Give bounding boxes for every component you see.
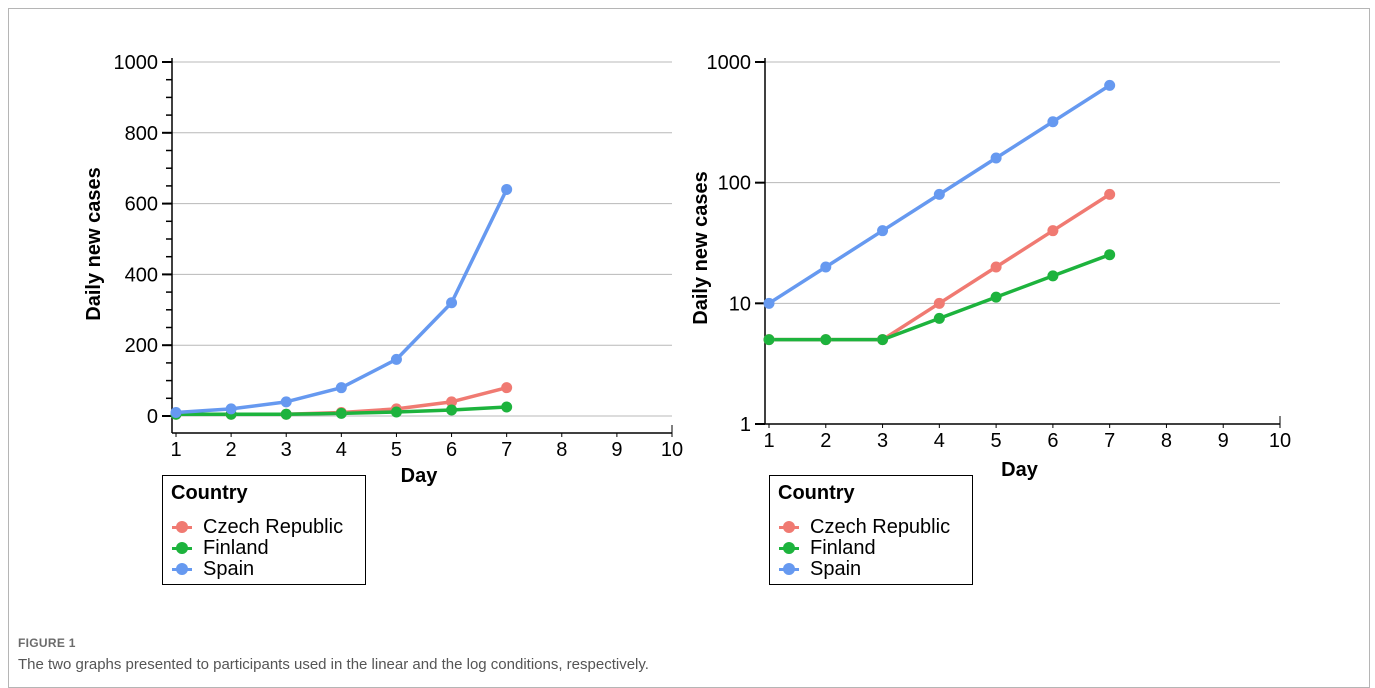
x-tick-label: 1 [170,439,181,461]
data-point-spain [990,152,1002,164]
legend-item-finland: Finland [778,537,876,559]
y-axis-label: Daily new cases [83,167,105,320]
x-tick-label: 7 [1104,430,1115,452]
legend-swatch-spain [778,558,800,580]
data-point-finland [877,334,889,346]
y-tick-label: 800 [125,123,158,145]
legend-swatch-spain [171,558,193,580]
data-point-czech-republic [501,382,513,394]
x-tick-label: 2 [226,439,237,461]
x-tick-label: 5 [391,439,402,461]
data-point-spain [335,382,347,394]
y-tick-label: 600 [125,194,158,216]
data-point-spain [933,188,945,200]
legend-item-czech-republic: Czech Republic [171,516,343,538]
data-point-czech-republic [446,396,458,408]
x-tick-label: 9 [611,439,622,461]
series-line-finland [769,253,1111,342]
legend-label: Czech Republic [203,515,344,538]
data-point-spain [877,225,889,237]
data-point-spain [501,183,513,195]
x-tick-label: 5 [991,430,1002,452]
legend-item-finland: Finland [171,537,269,559]
y-tick-label: 100 [718,173,751,195]
data-point-finland [280,408,292,420]
data-point-finland [933,312,945,324]
data-point-czech-republic [1104,188,1116,200]
legend-title: Country [778,482,855,504]
y-tick-label: 1000 [707,52,752,74]
data-point-finland [820,334,832,346]
figure-label: FIGURE 1 [18,636,76,650]
data-point-finland [446,404,458,416]
x-tick-label: 6 [1047,430,1058,452]
y-tick-label: 1000 [114,52,159,74]
data-point-czech-republic [1047,225,1059,237]
data-point-spain [170,406,182,418]
y-tick-label: 10 [729,293,751,315]
legend-item-czech-republic: Czech Republic [778,516,950,538]
legend-title: Country [171,482,248,504]
data-point-finland [390,406,402,418]
data-point-finland [763,334,775,346]
x-tick-label: 3 [877,430,888,452]
x-tick-label: 10 [1269,430,1291,452]
data-point-spain [446,297,458,309]
figure-caption: The two graphs presented to participants… [18,656,649,673]
x-axis-label: Day [1001,459,1039,481]
legend-item-spain: Spain [778,558,861,580]
data-point-finland [990,291,1002,303]
x-tick-label: 8 [1161,430,1172,452]
legend-swatch-czech-republic [171,516,193,538]
log-chart: 1 10 100 1000 1 2 3 4 5 6 7 8 9 10 Day Daily new cases [690,52,1291,481]
y-tick-label: 200 [125,335,158,357]
y-tick-label: 400 [125,264,158,286]
data-point-finland [501,401,513,413]
y-tick-label: 0 [147,406,158,428]
y-tick-label: 1 [740,414,751,436]
data-point-spain [820,261,832,273]
legend-swatch-finland [778,537,800,559]
legend-label: Czech Republic [810,515,951,538]
x-tick-label: 1 [763,430,774,452]
x-tick-label: 3 [281,439,292,461]
x-tick-label: 8 [556,439,567,461]
x-tick-label: 4 [336,439,347,461]
y-axis-label: Daily new cases [690,171,712,324]
legend-label: Finland [203,536,269,559]
data-point-czech-republic [933,297,945,309]
data-point-spain [1104,79,1116,91]
linear-chart: 0 200 400 600 800 1000 1 2 3 4 5 6 7 8 9 10 Day Daily new… [83,52,683,487]
data-point-czech-republic [990,261,1002,273]
data-point-spain [763,297,775,309]
x-axis-label: Day [401,465,439,487]
x-tick-label: 2 [820,430,831,452]
data-point-spain [280,396,292,408]
x-tick-label: 9 [1218,430,1229,452]
data-point-spain [390,353,402,365]
data-point-finland [1104,249,1116,261]
data-point-finland [1047,270,1059,282]
legend-swatch-czech-republic [778,516,800,538]
legend-linear: Country Czech Republic Finland Spain [162,475,366,585]
data-point-spain [225,403,237,415]
legend-label: Spain [203,557,255,580]
x-tick-label: 10 [661,439,683,461]
legend-label: Spain [810,557,862,580]
x-tick-label: 6 [446,439,457,461]
data-point-finland [335,407,347,419]
legend-swatch-finland [171,537,193,559]
series-line-spain [175,188,509,415]
x-tick-label: 7 [501,439,512,461]
legend-label: Finland [810,536,876,559]
legend-item-spain: Spain [171,558,254,580]
x-tick-label: 4 [934,430,945,452]
data-point-spain [1047,116,1059,128]
legend-log: Country Czech Republic Finland Spain [769,475,973,585]
